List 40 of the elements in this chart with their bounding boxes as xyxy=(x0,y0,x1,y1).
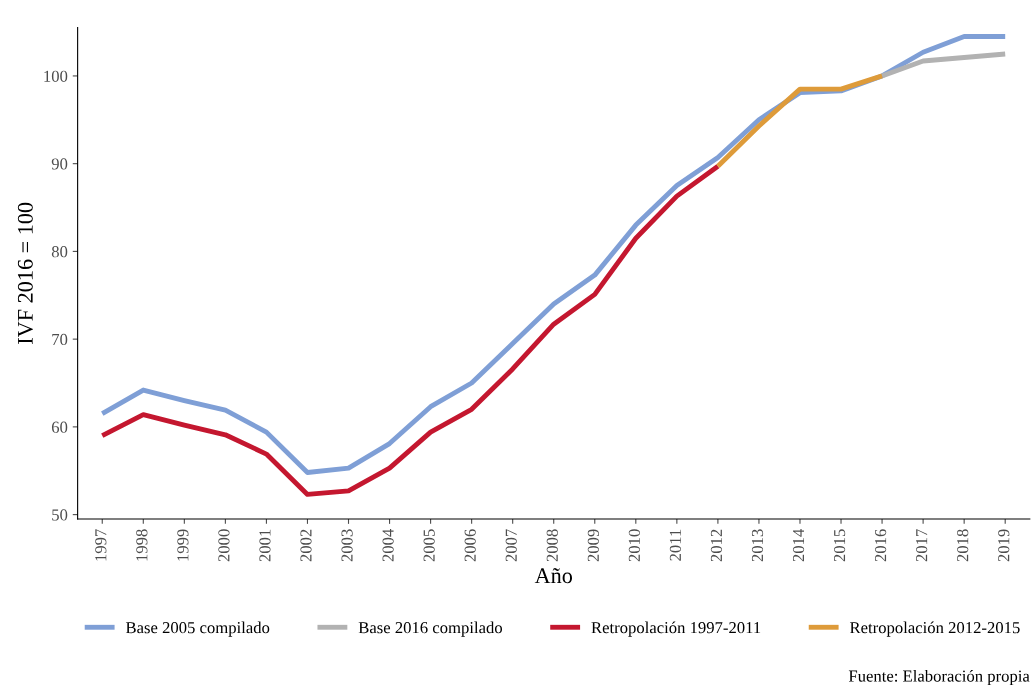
y-tick-label: 60 xyxy=(51,421,68,433)
y-tick-label: 90 xyxy=(51,158,68,170)
x-tick-label: 2015 xyxy=(833,529,846,562)
legend-label: Retropolación 1997-2011 xyxy=(591,621,761,637)
x-tick-label: 2010 xyxy=(628,529,640,562)
source-note: Fuente: Elaboración propia xyxy=(848,669,1030,686)
x-tick-label: 2011 xyxy=(669,529,682,561)
y-tick-label: 70 xyxy=(52,333,68,346)
x-tick-label: 2000 xyxy=(218,529,230,562)
x-tick-label: 2004 xyxy=(382,528,394,562)
x-tick-label: 2012 xyxy=(710,529,723,562)
x-tick-label: 2005 xyxy=(423,529,435,562)
x-tick-label: 2009 xyxy=(587,529,599,562)
y-tick-label: 80 xyxy=(51,246,68,258)
x-tick-label: 1997 xyxy=(95,529,107,561)
legend-label: Base 2016 compilado xyxy=(358,621,503,637)
legend-label: Retropolación 2012-2015 xyxy=(849,621,1020,637)
x-tick-label: 2019 xyxy=(998,529,1010,562)
y-tick-label: 100 xyxy=(44,70,68,82)
x-tick-label: 2014 xyxy=(792,528,805,562)
line-series xyxy=(715,73,885,169)
legend-label: Base 2005 compilado xyxy=(125,621,270,637)
x-tick-label: 2013 xyxy=(751,529,764,562)
x-tick-label: 2016 xyxy=(874,529,887,562)
x-tick-label: 1999 xyxy=(177,529,189,561)
y-tick-label: 50 xyxy=(52,509,68,521)
line-series xyxy=(99,34,1008,475)
y-axis-title: IVF 2016 = 100 xyxy=(17,202,33,344)
x-tick-label: 2017 xyxy=(916,529,928,562)
x-tick-label: 2002 xyxy=(300,529,312,562)
x-tick-label: 1998 xyxy=(136,529,148,561)
x-tick-label: 2003 xyxy=(341,529,353,562)
x-tick-label: 2007 xyxy=(505,529,517,562)
x-tick-label: 2001 xyxy=(259,529,271,562)
x-tick-label: 2018 xyxy=(957,529,969,562)
x-tick-label: 2006 xyxy=(464,529,476,562)
line-series xyxy=(99,163,721,497)
x-tick-label: 2008 xyxy=(546,529,558,562)
x-axis-title: Año xyxy=(534,568,573,584)
line-series xyxy=(879,51,1008,79)
